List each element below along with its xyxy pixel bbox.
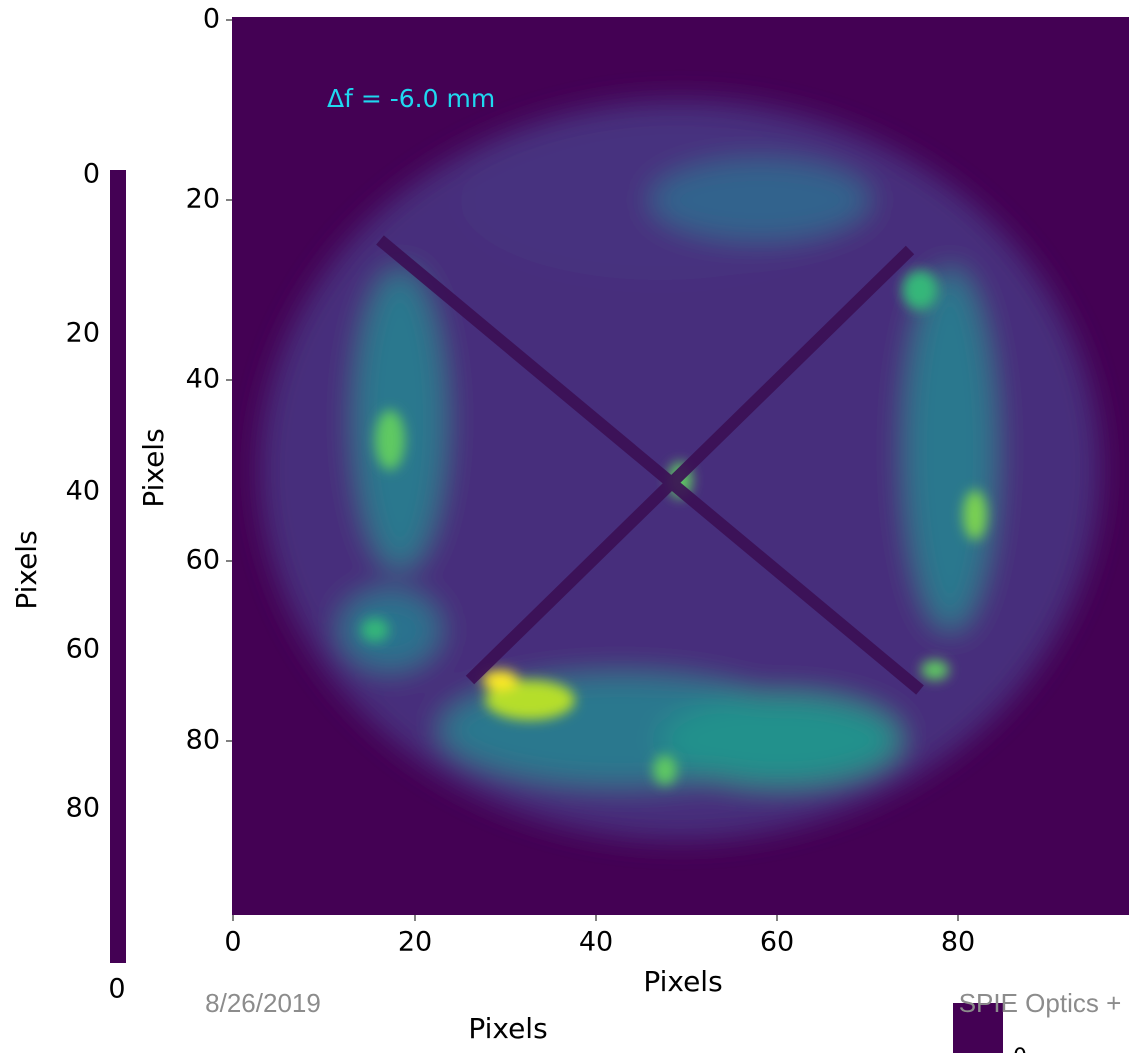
x-tick-label: 60 xyxy=(760,927,794,958)
x-tick-label: 40 xyxy=(579,927,613,958)
date: 8/26/2019 xyxy=(205,988,321,1018)
y-tick-label: 80 xyxy=(66,793,100,824)
y-tick-label: 0 xyxy=(203,4,220,35)
x-tick-label: 80 xyxy=(941,927,975,958)
main-x-ticks: 0 20 40 60 80 xyxy=(224,915,975,958)
y-tick-label: 60 xyxy=(186,545,220,576)
y-tick-label: 40 xyxy=(66,476,100,507)
lower-x-label: Pixels xyxy=(468,1012,547,1045)
side-y-label: Pixels xyxy=(10,530,43,609)
y-tick-label: 0 xyxy=(83,159,100,190)
main-y-ticks: 0 20 40 60 80 xyxy=(186,4,232,756)
y-axis-label: Pixels xyxy=(137,428,170,507)
annotation: Δf = -6.0 mm xyxy=(327,84,495,113)
side-y-ticks: 0 20 40 60 80 xyxy=(66,159,100,824)
lower-tick: 0 xyxy=(1013,1045,1027,1053)
y-tick-label: 80 xyxy=(186,725,220,756)
x-tick-label: 0 xyxy=(224,927,241,958)
y-tick-label: 60 xyxy=(66,634,100,665)
side-image xyxy=(110,170,126,963)
lower-image xyxy=(953,1003,1003,1053)
y-tick-label: 20 xyxy=(186,184,220,215)
y-tick-label: 20 xyxy=(66,318,100,349)
conference: SPIE Optics + xyxy=(959,988,1122,1018)
x-tick-label: 0 xyxy=(108,974,125,1005)
x-axis-label: Pixels xyxy=(643,965,722,998)
x-tick-label: 20 xyxy=(398,927,432,958)
heatmap-image xyxy=(232,17,1129,915)
y-tick-label: 40 xyxy=(186,364,220,395)
